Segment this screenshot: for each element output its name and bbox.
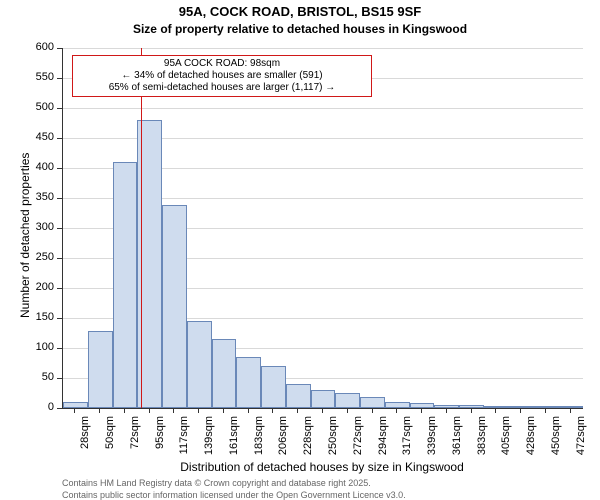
x-tick-mark (272, 408, 273, 413)
y-tick-label: 200 (22, 281, 54, 293)
plot-area (62, 48, 583, 409)
x-tick-mark (322, 408, 323, 413)
x-tick-mark (446, 408, 447, 413)
x-tick-mark (173, 408, 174, 413)
x-tick-mark (149, 408, 150, 413)
x-tick-label: 317sqm (401, 416, 413, 471)
y-tick-mark (57, 408, 62, 409)
histogram-bar (63, 402, 88, 408)
y-tick-mark (57, 348, 62, 349)
histogram-bar (162, 205, 187, 408)
y-tick-mark (57, 138, 62, 139)
x-tick-mark (570, 408, 571, 413)
y-tick-mark (57, 168, 62, 169)
x-tick-mark (520, 408, 521, 413)
histogram-bar (434, 405, 459, 408)
footer-line-1: Contains HM Land Registry data © Crown c… (62, 478, 371, 488)
x-tick-label: 139sqm (203, 416, 215, 471)
footer-line-2: Contains public sector information licen… (62, 490, 406, 500)
x-tick-label: 50sqm (104, 416, 116, 471)
x-tick-mark (372, 408, 373, 413)
x-tick-mark (248, 408, 249, 413)
x-tick-label: 405sqm (500, 416, 512, 471)
x-tick-mark (421, 408, 422, 413)
x-tick-mark (347, 408, 348, 413)
x-tick-label: 161sqm (228, 416, 240, 471)
annotation-line: 65% of semi-detached houses are larger (… (77, 82, 367, 94)
x-tick-label: 28sqm (79, 416, 91, 471)
chart-title-main: 95A, COCK ROAD, BRISTOL, BS15 9SF (0, 4, 600, 19)
x-tick-mark (74, 408, 75, 413)
y-tick-label: 50 (22, 371, 54, 383)
x-tick-mark (471, 408, 472, 413)
x-tick-label: 339sqm (426, 416, 438, 471)
x-tick-label: 450sqm (550, 416, 562, 471)
histogram-bar (335, 393, 360, 408)
x-tick-mark (545, 408, 546, 413)
x-tick-mark (297, 408, 298, 413)
y-tick-mark (57, 378, 62, 379)
y-axis-label: Number of detached properties (18, 153, 32, 318)
y-tick-label: 300 (22, 221, 54, 233)
histogram-bar (261, 366, 286, 408)
histogram-bar (360, 397, 385, 408)
y-tick-label: 450 (22, 131, 54, 143)
y-tick-mark (57, 48, 62, 49)
y-tick-label: 250 (22, 251, 54, 263)
y-tick-label: 550 (22, 71, 54, 83)
x-tick-mark (223, 408, 224, 413)
histogram-bar (236, 357, 261, 408)
x-tick-mark (396, 408, 397, 413)
x-tick-mark (99, 408, 100, 413)
y-tick-mark (57, 288, 62, 289)
y-tick-mark (57, 318, 62, 319)
histogram-bar (459, 405, 484, 408)
y-tick-label: 500 (22, 101, 54, 113)
histogram-bar (311, 390, 336, 408)
x-tick-label: 272sqm (352, 416, 364, 471)
x-tick-label: 72sqm (129, 416, 141, 471)
y-tick-label: 400 (22, 161, 54, 173)
x-tick-mark (198, 408, 199, 413)
y-tick-mark (57, 258, 62, 259)
annotation-line: 95A COCK ROAD: 98sqm (77, 58, 367, 70)
y-tick-label: 600 (22, 41, 54, 53)
histogram-bar (113, 162, 138, 408)
x-tick-label: 117sqm (178, 416, 190, 471)
x-tick-label: 95sqm (154, 416, 166, 471)
y-tick-mark (57, 78, 62, 79)
x-tick-mark (124, 408, 125, 413)
x-tick-label: 472sqm (575, 416, 587, 471)
y-tick-label: 350 (22, 191, 54, 203)
x-tick-mark (495, 408, 496, 413)
annotation-box: 95A COCK ROAD: 98sqm← 34% of detached ho… (72, 55, 372, 97)
x-tick-label: 361sqm (451, 416, 463, 471)
y-tick-label: 150 (22, 311, 54, 323)
y-tick-label: 100 (22, 341, 54, 353)
x-tick-label: 228sqm (302, 416, 314, 471)
histogram-bar (286, 384, 311, 408)
x-tick-label: 183sqm (253, 416, 265, 471)
histogram-bar (558, 406, 583, 408)
histogram-bar (212, 339, 237, 408)
x-tick-label: 294sqm (377, 416, 389, 471)
x-tick-label: 250sqm (327, 416, 339, 471)
x-tick-label: 428sqm (525, 416, 537, 471)
histogram-bar (187, 321, 212, 408)
y-tick-mark (57, 228, 62, 229)
chart-title-sub: Size of property relative to detached ho… (0, 22, 600, 36)
chart-container: { "chart": { "type": "histogram", "title… (0, 0, 600, 500)
histogram-bar (533, 406, 558, 408)
histogram-bar (88, 331, 113, 408)
annotation-line: ← 34% of detached houses are smaller (59… (77, 70, 367, 82)
x-tick-label: 206sqm (277, 416, 289, 471)
reference-line (141, 48, 142, 408)
y-tick-mark (57, 198, 62, 199)
x-tick-label: 383sqm (476, 416, 488, 471)
y-tick-mark (57, 108, 62, 109)
y-tick-label: 0 (22, 401, 54, 413)
